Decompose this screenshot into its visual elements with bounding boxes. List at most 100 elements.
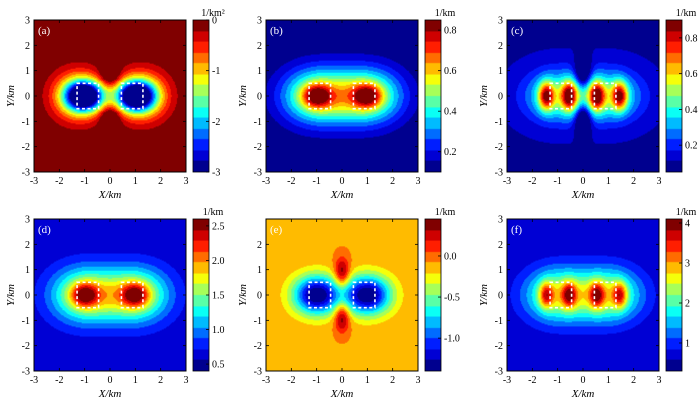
y-tick-label: -1 <box>495 117 503 128</box>
heatmap-image <box>266 20 418 172</box>
y-tick-label: -1 <box>254 316 262 327</box>
x-tick-label: -1 <box>80 375 88 386</box>
x-tick-label: -2 <box>528 176 536 187</box>
x-tick-label: -1 <box>553 375 561 386</box>
x-tick-label: 0 <box>581 375 586 386</box>
x-tick-label: 2 <box>631 176 636 187</box>
y-tick-label: 1 <box>257 66 262 77</box>
colorbar-tick-label: 0.2 <box>685 141 698 152</box>
panel-e: -3 -2 -1 0 1 2 3 2 1 0 -1 -2 -3 X/km Y/km (e) 0.0 -0.5 -1.… <box>237 207 460 400</box>
y-tick-label: 1 <box>25 66 30 77</box>
x-tick-label: 2 <box>390 375 395 386</box>
colorbar-unit: 1/km <box>435 207 456 218</box>
x-tick-label: -1 <box>312 176 320 187</box>
colorbar-tick-label: 0.2 <box>444 147 457 158</box>
colorbar <box>425 219 441 371</box>
x-tick-label: 3 <box>184 176 189 187</box>
x-tick-label: 3 <box>657 176 662 187</box>
colorbar <box>193 219 209 371</box>
x-tick-label: 3 <box>416 176 421 187</box>
colorbar-tick-label: 0.8 <box>685 33 698 44</box>
colorbar-tick-label: 0.4 <box>444 107 457 118</box>
x-tick-label: 0 <box>108 375 113 386</box>
x-axis-label: X/km <box>330 388 354 400</box>
panel-label: (d) <box>38 224 51 236</box>
x-tick-label: 3 <box>184 375 189 386</box>
colorbar-tick-label: 0 <box>212 16 217 27</box>
colorbar-tick-label: 2.0 <box>212 256 225 267</box>
x-tick-label: -3 <box>503 375 511 386</box>
colorbar-frame <box>192 19 210 173</box>
y-tick-label: 3 <box>25 215 30 226</box>
colorbar <box>193 20 209 172</box>
x-tick-label: 2 <box>158 176 163 187</box>
panel-f: -3 -2 -1 0 1 2 3 3 2 1 0 -1 -2 -3 X/km Y/km (f) 4 3 2 1 1/km <box>478 207 696 400</box>
colorbar-tick-label: 2.5 <box>212 221 225 232</box>
y-tick-label: -1 <box>254 117 262 128</box>
colorbar-tick-label: 0.6 <box>444 66 457 77</box>
y-tick-label: -1 <box>22 316 30 327</box>
colorbar-tick-label: 0.4 <box>685 105 698 116</box>
body-outline <box>549 281 573 309</box>
colorbar-tick-label: 0.6 <box>685 69 698 80</box>
y-tick-label: 2 <box>498 41 503 52</box>
colorbar-tick-label: 2 <box>685 299 690 310</box>
colorbar <box>666 20 682 172</box>
body-outline <box>120 82 144 110</box>
y-tick-label: 2 <box>25 41 30 52</box>
y-tick-label: -3 <box>254 367 262 378</box>
x-tick-label: 2 <box>390 176 395 187</box>
y-tick-label: 3 <box>498 16 503 27</box>
heatmap-image <box>34 219 186 371</box>
x-tick-label: -1 <box>80 176 88 187</box>
body-outline <box>549 82 573 110</box>
y-tick-label: 2 <box>25 240 30 251</box>
colorbar-frame <box>665 19 683 173</box>
colorbar-tick-label: 1.5 <box>212 291 225 302</box>
colorbar-tick-label: 1 <box>685 339 690 350</box>
y-tick-label: -3 <box>495 168 503 179</box>
x-tick-label: -2 <box>287 176 295 187</box>
panel-c: -3 -2 -1 0 1 2 3 3 2 1 0 -1 -2 -3 X/km Y/km (c) 0.8 0.6 0.4… <box>478 8 698 201</box>
y-axis-label: Y/km <box>478 284 490 306</box>
heatmap-image <box>507 219 659 371</box>
x-tick-label: -3 <box>503 176 511 187</box>
body-outline <box>120 281 144 309</box>
y-axis-label: Y/km <box>5 85 17 107</box>
x-tick-label: 1 <box>133 176 138 187</box>
panel-a: -3 -2 -1 0 1 2 3 3 2 1 0 -1 -2 -3 X/km Y/km (a) 0 -1 -2 -3 1/… <box>5 8 225 201</box>
colorbar-unit: 1/km <box>203 207 224 218</box>
y-tick-label: 2 <box>257 41 262 52</box>
x-tick-label: -2 <box>55 375 63 386</box>
y-tick-label: 0 <box>25 92 30 103</box>
y-tick-label: 3 <box>25 16 30 27</box>
panel-label: (a) <box>38 25 51 37</box>
body-outline <box>352 82 376 110</box>
x-tick-label: -3 <box>262 176 270 187</box>
colorbar-unit: 1/km <box>676 207 697 218</box>
heatmap-image <box>34 20 186 172</box>
y-tick-label: 0 <box>257 291 262 302</box>
x-tick-label: -2 <box>528 375 536 386</box>
x-tick-label: 0 <box>581 176 586 187</box>
x-tick-label: 3 <box>657 375 662 386</box>
panel-label: (b) <box>270 25 283 37</box>
colorbar-tick-label: -1 <box>212 66 220 77</box>
panel-b: -3 -2 -1 0 1 2 3 3 2 1 0 -1 -2 -3 X/km Y/km (b) 0.8 0.6 0.4… <box>237 8 457 201</box>
y-tick-label: 1 <box>498 265 503 276</box>
colorbar <box>666 219 682 371</box>
y-tick-label: -1 <box>22 117 30 128</box>
x-tick-label: 3 <box>416 375 421 386</box>
y-axis-label: Y/km <box>478 85 490 107</box>
y-tick-label: -1 <box>495 316 503 327</box>
y-axis-label: Y/km <box>237 85 249 107</box>
colorbar-tick-label: 4 <box>685 219 690 230</box>
x-tick-label: 1 <box>606 375 611 386</box>
x-tick-label: 2 <box>158 375 163 386</box>
body-outline <box>593 281 617 309</box>
x-tick-label: -1 <box>312 375 320 386</box>
y-tick-label: -3 <box>254 168 262 179</box>
heatmap-image <box>507 20 659 172</box>
body-outline <box>76 82 100 110</box>
y-axis-label: Y/km <box>5 284 17 306</box>
